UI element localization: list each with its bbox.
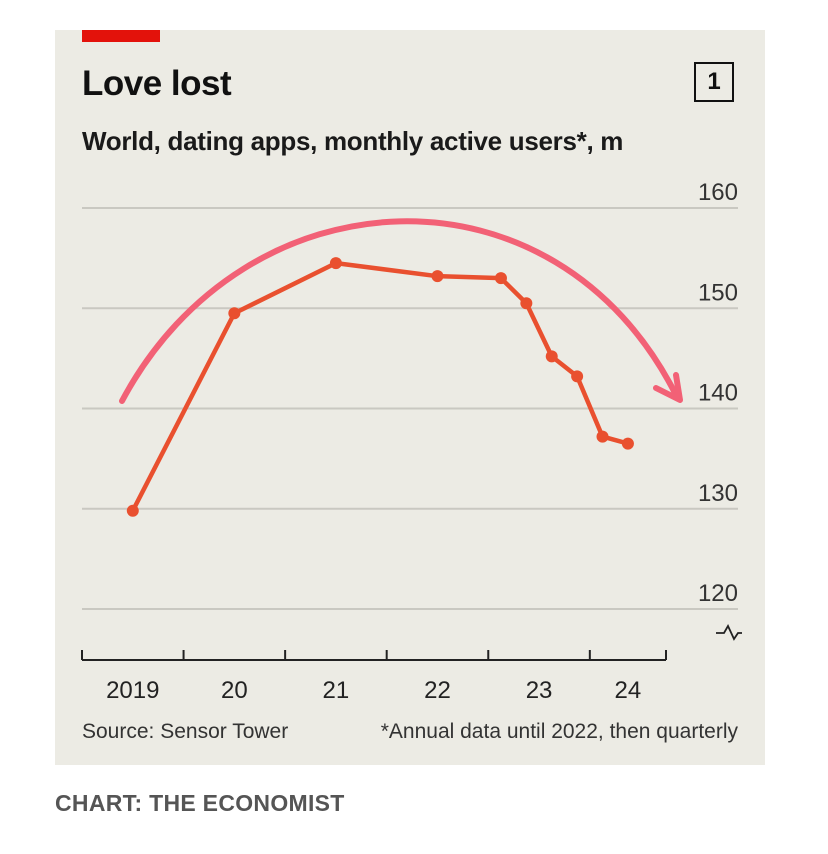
data-point-5 (520, 297, 533, 310)
x-tick-label-2024: 24 (615, 677, 642, 704)
trend-arrow (119, 218, 683, 404)
x-tick-label-2019: 2019 (106, 677, 159, 704)
x-tick-label-2020: 20 (221, 677, 248, 704)
axis-break-icon (716, 624, 742, 641)
x-tick-label-2023: 23 (526, 677, 553, 704)
data-point-2 (329, 257, 342, 270)
x-axis: 2019 20 21 22 23 24 (81, 650, 667, 704)
data-point-1 (228, 307, 241, 320)
trend-arrow-curve (119, 218, 679, 404)
chart-credit: CHART: THE ECONOMIST (55, 790, 345, 816)
trend-arrow-head (653, 372, 683, 403)
data-point-6 (545, 350, 558, 363)
y-tick-label-120: 120 (698, 580, 738, 607)
data-point-4 (494, 272, 507, 285)
chart-title: Love lost (82, 64, 232, 103)
chart-number-badge: 1 (694, 62, 734, 102)
y-tick-label-150: 150 (698, 279, 738, 306)
data-point-0 (126, 504, 139, 517)
footnote: *Annual data until 2022, then quarterly (380, 720, 738, 743)
x-tick-label-2022: 22 (424, 677, 451, 704)
y-tick-label-130: 130 (698, 480, 738, 507)
data-point-7 (571, 370, 584, 383)
chart-panel (55, 30, 765, 765)
data-point-9 (621, 437, 634, 450)
brand-red-tag (82, 30, 160, 42)
y-tick-label-140: 140 (698, 380, 738, 407)
data-point-3 (431, 270, 444, 283)
series-line-0 (130, 260, 631, 514)
y-axis-labels: 120 130 140 150 160 (698, 179, 742, 641)
data-point-8 (596, 430, 609, 443)
chart-subtitle: World, dating apps, monthly active users… (82, 126, 624, 156)
data-series (126, 257, 634, 517)
x-tick-label-2021: 21 (323, 677, 350, 704)
gridlines (82, 207, 738, 610)
source-note: Source: Sensor Tower (82, 720, 289, 743)
y-tick-label-160: 160 (698, 179, 738, 206)
